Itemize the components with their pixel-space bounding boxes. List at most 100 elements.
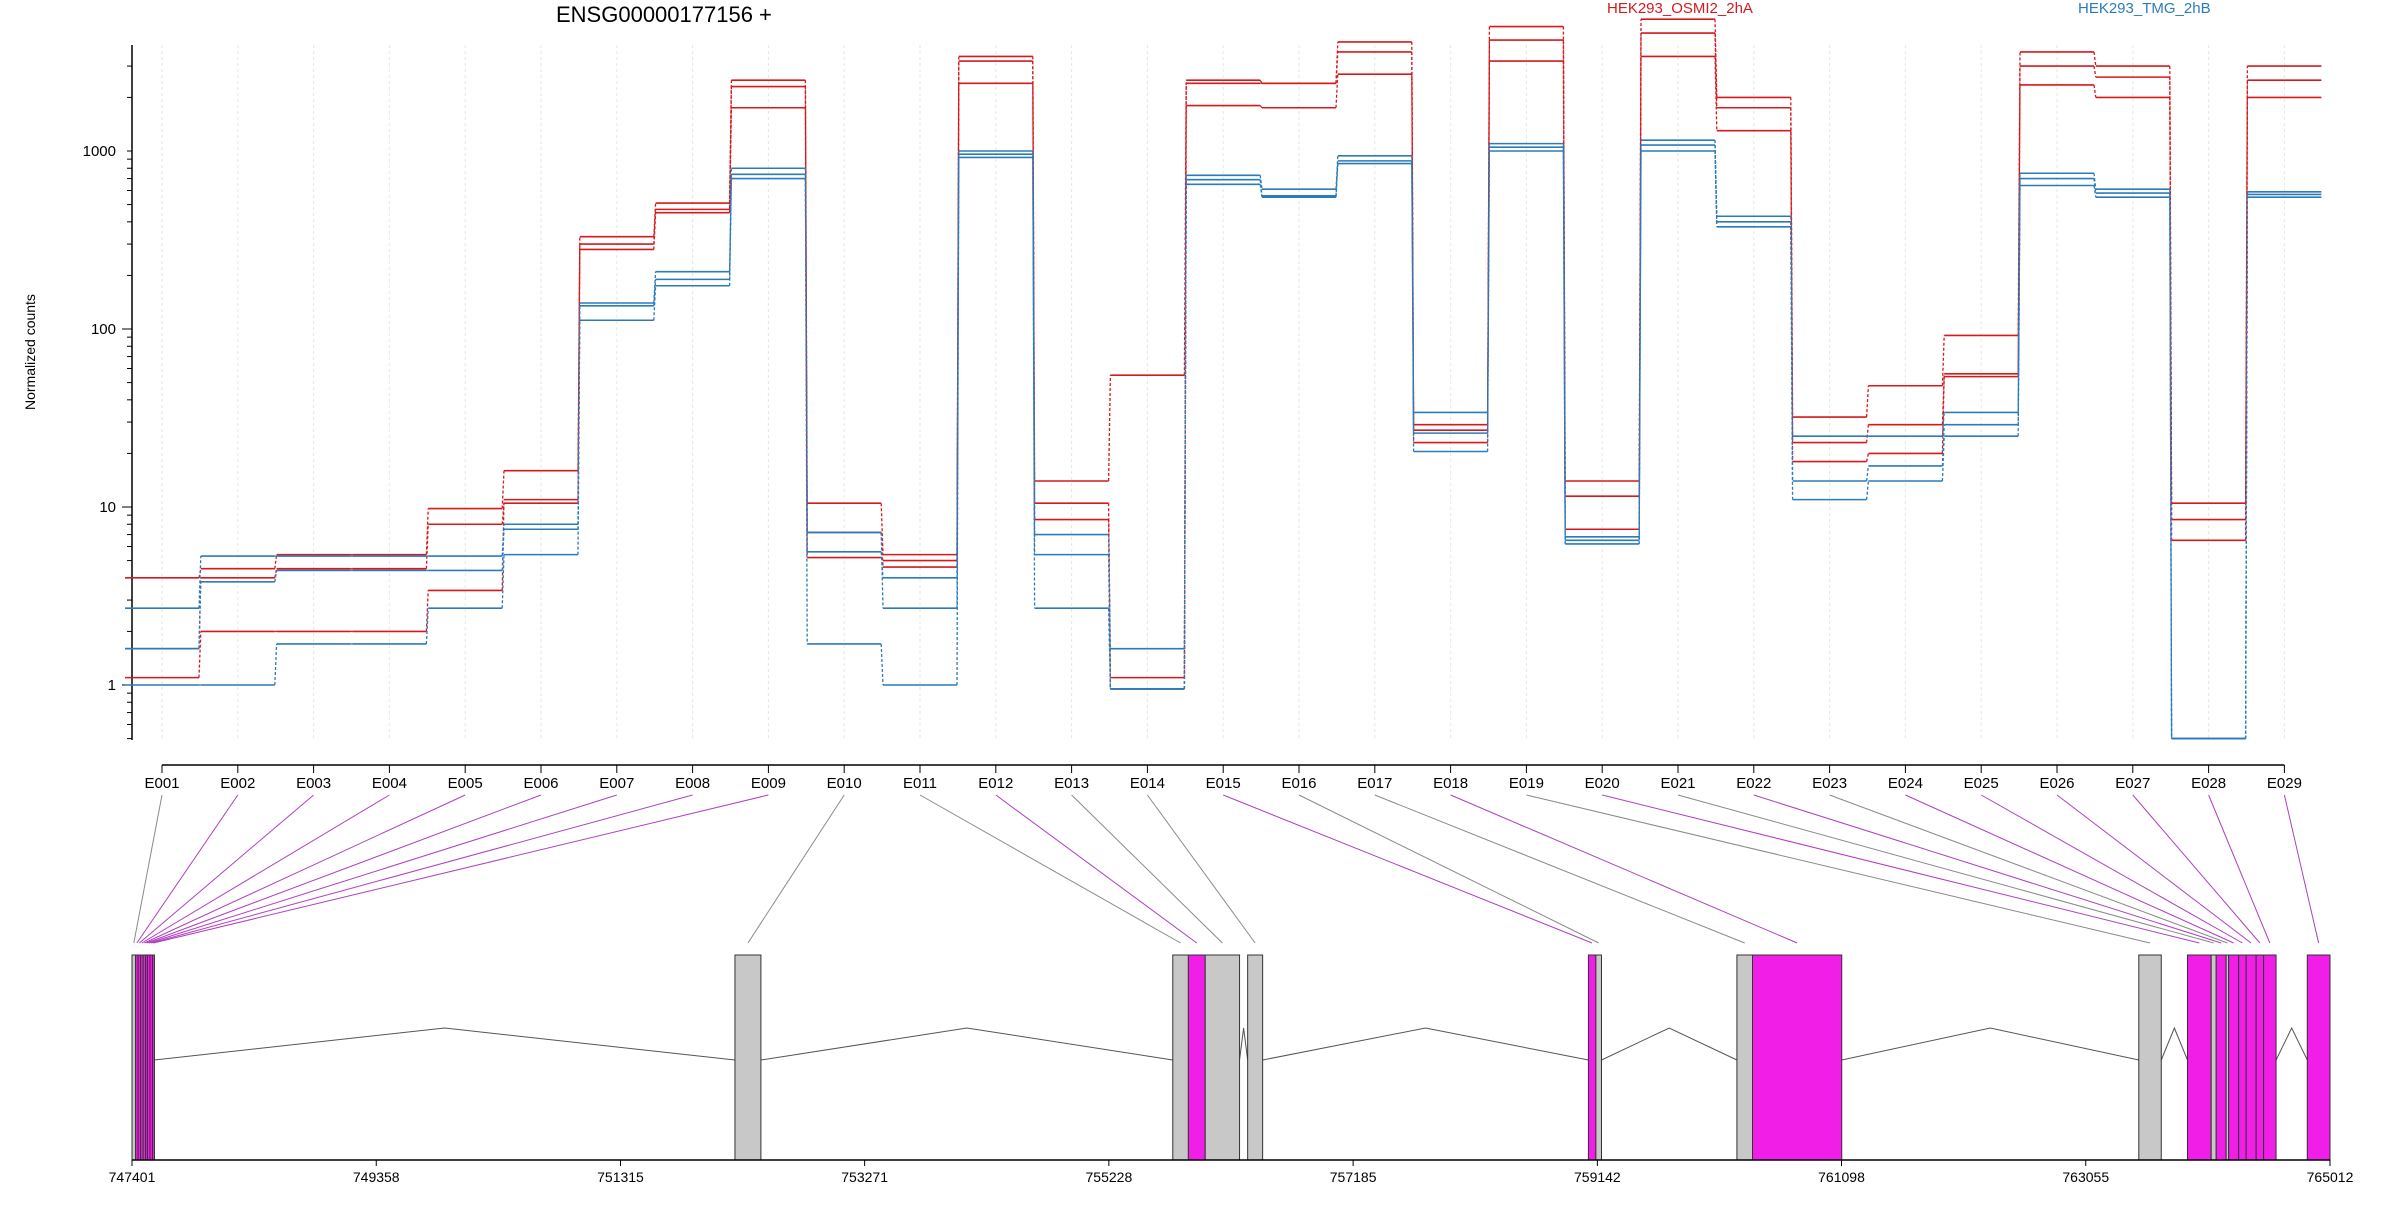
- exon-box-e009: [151, 954, 155, 1161]
- exon-link-e011: [919, 794, 1181, 944]
- exon-box-e010: [734, 954, 762, 1161]
- series-connector: [1259, 105, 1263, 109]
- x-tick-label-e014: E014: [1130, 775, 1165, 792]
- series-connector: [1107, 554, 1112, 689]
- series-connector: [198, 631, 202, 678]
- exon-box-e024: [2228, 954, 2240, 1161]
- series-4: [125, 139, 2322, 740]
- exon-box-e015: [1587, 954, 1597, 1161]
- x-tick-label-e005: E005: [448, 775, 483, 792]
- genome-axis-label: 765012: [2307, 1169, 2354, 1185]
- series-connector: [653, 271, 657, 304]
- series-connector: [1335, 74, 1339, 108]
- series-connector: [198, 581, 202, 649]
- x-tick-label-e027: E027: [2115, 775, 2150, 792]
- exon-link-e023: [1829, 794, 2228, 944]
- series-connector: [2244, 80, 2249, 520]
- series-connector: [501, 470, 505, 509]
- series-connector: [956, 61, 960, 561]
- x-tick-label-e029: E029: [2267, 775, 2302, 792]
- exon-link-e018: [1450, 794, 1798, 944]
- series-connector: [880, 643, 884, 686]
- x-tick-label-e015: E015: [1206, 775, 1241, 792]
- chart-title: ENSG00000177156 +: [556, 2, 772, 27]
- genome-axis-label: 759142: [1574, 1169, 1621, 1185]
- exon-link-e010: [747, 794, 845, 944]
- x-tick-label-e007: E007: [599, 775, 634, 792]
- intron-line: [2160, 1026, 2188, 1061]
- series-connector: [1486, 147, 1491, 434]
- x-tick-label-e003: E003: [296, 775, 331, 792]
- exon-link-e016: [1298, 794, 1599, 944]
- series-connector: [653, 285, 657, 321]
- exon-link-e006: [146, 794, 542, 944]
- x-tick-label-e002: E002: [220, 775, 255, 792]
- series-connector: [1259, 179, 1263, 196]
- exon-box-e017: [1736, 954, 1754, 1161]
- series-connector: [2093, 185, 2097, 198]
- x-tick-label-e013: E013: [1054, 775, 1089, 792]
- exon-box-e019: [2138, 954, 2162, 1161]
- exon-box-e016: [1595, 954, 1602, 1161]
- series-connector: [1941, 335, 1945, 386]
- series-connector: [1941, 412, 1945, 437]
- genome-axis-label: 751315: [597, 1169, 644, 1185]
- series-connector: [1562, 147, 1566, 541]
- series-connector: [2017, 84, 2021, 374]
- series-connector: [1790, 221, 1794, 481]
- series-connector: [1714, 145, 1718, 222]
- exon-link-e014: [1146, 794, 1256, 944]
- x-tick-label-e006: E006: [523, 775, 558, 792]
- series-connector: [501, 554, 505, 609]
- exon-box-e018: [1752, 954, 1843, 1161]
- series-connector: [1714, 150, 1718, 227]
- exon-link-e020: [1602, 794, 2200, 944]
- exon-box-e025: [2238, 954, 2247, 1161]
- x-tick-label-e012: E012: [978, 775, 1013, 792]
- series-connector: [577, 305, 581, 530]
- series-connector: [274, 643, 278, 686]
- x-tick-label-e025: E025: [1964, 775, 1999, 792]
- exon-link-e021: [1677, 794, 2214, 944]
- series-connector: [1259, 79, 1263, 84]
- series-connector: [2244, 194, 2249, 739]
- exon-box-e028: [2263, 954, 2277, 1161]
- series-connector: [1865, 480, 1870, 500]
- x-tick-label-e019: E019: [1509, 775, 1544, 792]
- series-connector: [653, 279, 657, 306]
- intron-line: [1239, 1027, 1249, 1061]
- genome-axis-label: 753271: [841, 1169, 888, 1185]
- series-connector: [2017, 178, 2021, 425]
- exon-link-e017: [1374, 794, 1745, 944]
- y-tick-label: 1: [108, 677, 116, 694]
- y-tick-label: 1000: [83, 143, 116, 160]
- series-connector: [425, 524, 429, 569]
- series-connector: [1941, 424, 1945, 467]
- exon-link-e008: [151, 794, 693, 944]
- series-connector: [2093, 65, 2097, 78]
- series-connector: [1335, 51, 1339, 84]
- x-tick-label-e028: E028: [2191, 775, 2226, 792]
- series-connector: [2093, 51, 2097, 67]
- legend-entry-group-b: HEK293_TMG_2hB: [2078, 0, 2211, 17]
- series-connector: [2093, 173, 2097, 190]
- x-tick-label-e018: E018: [1433, 775, 1468, 792]
- exon-box-e021: [2210, 954, 2217, 1161]
- series-connector: [577, 244, 581, 504]
- series-connector: [1790, 107, 1794, 443]
- series-connector: [1865, 424, 1870, 443]
- series-connector: [198, 556, 202, 609]
- series-6: [125, 144, 2322, 740]
- series-connector: [425, 608, 429, 645]
- x-tick-label-e023: E023: [1812, 775, 1847, 792]
- exon-link-e015: [1223, 794, 1593, 944]
- exon-box-e026: [2245, 954, 2257, 1161]
- series-connector: [198, 568, 202, 578]
- series-connector: [880, 532, 884, 609]
- exon-link-e025: [1980, 794, 2243, 944]
- exon-box-e014: [1247, 954, 1264, 1161]
- exon-link-e005: [144, 794, 466, 944]
- intron-line: [2275, 1026, 2308, 1061]
